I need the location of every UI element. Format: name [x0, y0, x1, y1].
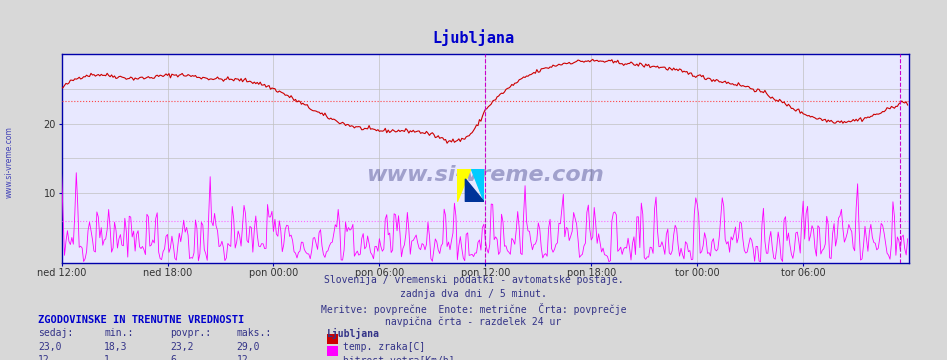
Polygon shape [465, 179, 484, 202]
Text: 29,0: 29,0 [237, 342, 260, 352]
Text: maks.:: maks.: [237, 328, 272, 338]
Text: 18,3: 18,3 [104, 342, 128, 352]
Text: 6: 6 [170, 355, 176, 360]
Text: Slovenija / vremenski podatki - avtomatske postaje.: Slovenija / vremenski podatki - avtomats… [324, 275, 623, 285]
Text: sedaj:: sedaj: [38, 328, 73, 338]
Text: Ljubljana: Ljubljana [433, 29, 514, 46]
Text: hitrost vetra[Km/h]: hitrost vetra[Km/h] [343, 355, 455, 360]
Text: 12: 12 [38, 355, 49, 360]
Polygon shape [471, 169, 484, 202]
Text: 1: 1 [104, 355, 110, 360]
Text: www.si-vreme.com: www.si-vreme.com [5, 126, 14, 198]
Text: 12: 12 [237, 355, 248, 360]
Text: zadnja dva dni / 5 minut.: zadnja dva dni / 5 minut. [400, 289, 547, 299]
Text: Meritve: povprečne  Enote: metrične  Črta: povprečje: Meritve: povprečne Enote: metrične Črta:… [321, 303, 626, 315]
Text: www.si-vreme.com: www.si-vreme.com [366, 165, 604, 185]
Text: 23,2: 23,2 [170, 342, 194, 352]
Text: ZGODOVINSKE IN TRENUTNE VREDNOSTI: ZGODOVINSKE IN TRENUTNE VREDNOSTI [38, 315, 244, 325]
Text: 23,0: 23,0 [38, 342, 62, 352]
Text: navpična črta - razdelek 24 ur: navpična črta - razdelek 24 ur [385, 316, 562, 327]
Text: min.:: min.: [104, 328, 134, 338]
Polygon shape [457, 169, 471, 202]
Text: povpr.:: povpr.: [170, 328, 211, 338]
Text: Ljubljana: Ljubljana [327, 328, 380, 339]
Text: temp. zraka[C]: temp. zraka[C] [343, 342, 425, 352]
